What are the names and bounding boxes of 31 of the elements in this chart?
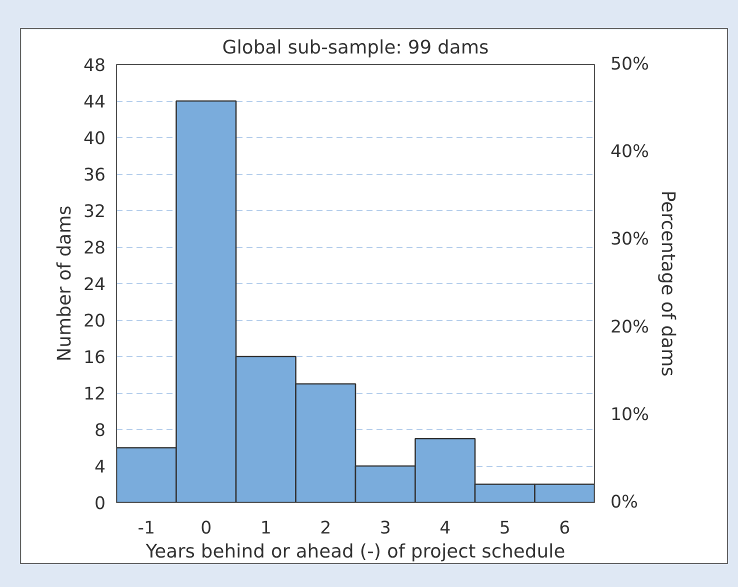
x-tick-label: -1 (138, 518, 156, 538)
x-tick-label: 0 (200, 518, 212, 538)
y2-tick-label: 10% (610, 404, 650, 425)
y-tick-label: 36 (83, 166, 106, 186)
y2-tick-label: 30% (610, 230, 650, 250)
y2-tick-label: 20% (610, 317, 650, 338)
y-axis-title: Number of dams (54, 206, 76, 362)
x-tick-label: 1 (260, 518, 272, 538)
y-tick-label: 44 (83, 92, 106, 112)
x-axis-title: Years behind or ahead (-) of project schedule (144, 542, 566, 562)
y2-tick-label: 40% (610, 142, 650, 162)
y2-tick-label: 0% (610, 492, 638, 512)
x-tick-label: 4 (440, 518, 451, 538)
x-tick-label: 3 (380, 518, 391, 538)
y-tick-label: 48 (83, 56, 106, 76)
y-tick-label: 0 (94, 494, 106, 514)
chart-title: Global sub-sample: 99 dams (222, 38, 489, 58)
y-tick-label: 32 (83, 202, 106, 222)
x-tick-label: 6 (559, 518, 570, 538)
y-tick-label: 8 (94, 421, 106, 441)
y-tick-label: 20 (83, 312, 106, 332)
y-tick-label: 4 (94, 458, 106, 478)
y2-axis-title: Percentage of dams (657, 190, 678, 376)
x-tick-label: 2 (320, 518, 332, 538)
y-tick-label: 24 (83, 275, 106, 295)
y-tick-label: 28 (83, 238, 106, 258)
y-tick-label: 16 (83, 348, 106, 368)
y-tick-label: 12 (83, 384, 106, 404)
y2-tick-label: 50% (610, 54, 650, 74)
x-tick-label: 5 (499, 518, 510, 538)
y-tick-label: 40 (83, 129, 106, 149)
